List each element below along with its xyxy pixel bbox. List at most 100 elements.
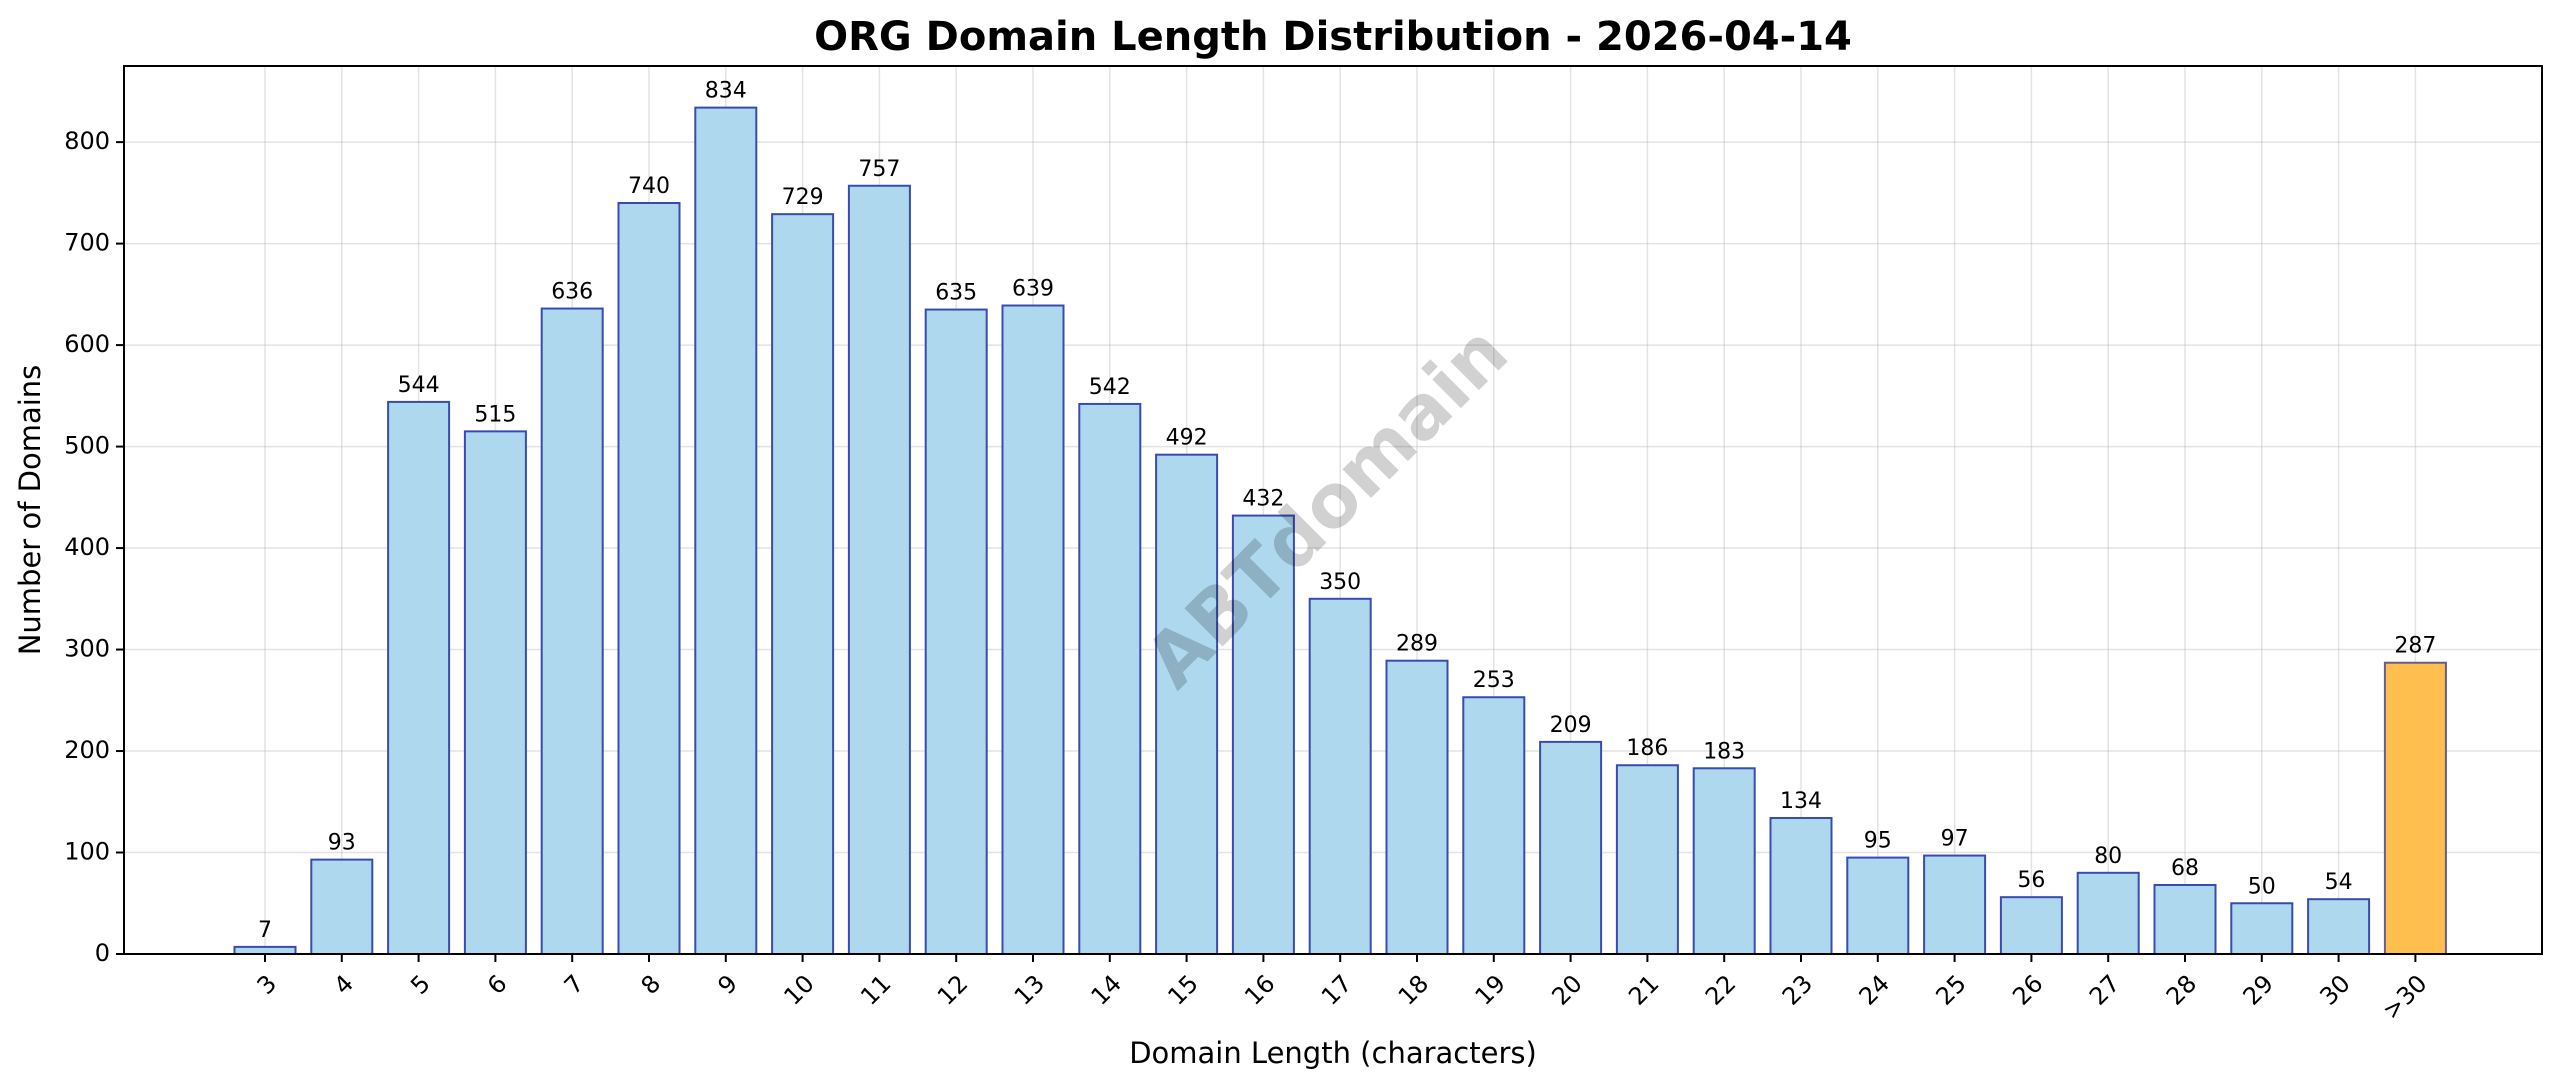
bar-3 — [233, 945, 297, 955]
bar-4 — [310, 858, 374, 955]
bars — [233, 106, 2447, 956]
data-label: 186 — [1626, 736, 1668, 761]
bar-6 — [463, 430, 527, 955]
x-axis-label: Domain Length (characters) — [1129, 1036, 1537, 1070]
x-tick-label: 21 — [1623, 969, 1664, 1010]
x-tick-label: 24 — [1854, 969, 1895, 1010]
x-tick-label: 3 — [252, 969, 283, 1000]
data-labels: 7 93 544 515 636 740 834 729 757 635 639 542 492 432 3… — [258, 79, 2436, 943]
data-label: 54 — [2325, 870, 2353, 895]
data-label: 834 — [705, 79, 747, 104]
data-label: 50 — [2248, 874, 2276, 899]
bar-24 — [1846, 856, 1910, 955]
y-tick-label: 100 — [64, 838, 110, 866]
data-label: 97 — [1941, 827, 1969, 852]
x-ticks: 3 4 5 6 7 8 9 10 11 12 13 14 15 16 17 18 19 20 21 22 23 24 25 2… — [252, 954, 2433, 1025]
bar-14 — [1078, 402, 1142, 955]
y-tick-label: 800 — [64, 127, 110, 155]
x-tick-label: 7 — [559, 969, 590, 1000]
y-tick-label: 500 — [64, 432, 110, 460]
x-tick-label: 12 — [932, 969, 973, 1010]
data-label: 757 — [858, 157, 900, 182]
x-tick-label: 4 — [328, 969, 359, 1000]
data-label: 209 — [1550, 713, 1592, 738]
data-label: 729 — [782, 185, 824, 210]
bar-15 — [1155, 453, 1219, 955]
bar-26 — [1999, 896, 2063, 956]
data-label: 432 — [1242, 487, 1284, 512]
y-tick-label: 700 — [64, 229, 110, 257]
x-tick-label: 8 — [636, 969, 667, 1000]
plot-frame — [123, 65, 2543, 955]
data-label: 740 — [628, 174, 670, 199]
x-tick-label: 28 — [2161, 969, 2202, 1010]
data-label: 93 — [328, 831, 356, 856]
bar-17 — [1308, 597, 1372, 955]
bar-19 — [1462, 696, 1526, 955]
y-tick-label: 400 — [64, 533, 110, 561]
y-axis-label: Number of Domains — [13, 365, 47, 656]
bar-5 — [387, 400, 451, 955]
bar-29 — [2230, 902, 2294, 955]
x-tick-label: 23 — [1777, 969, 1818, 1010]
y-tick-label: 200 — [64, 736, 110, 764]
data-label: 7 — [258, 918, 272, 943]
bar-13 — [1001, 304, 1065, 955]
x-tick-label: 16 — [1239, 969, 1280, 1010]
bar-30 — [2307, 898, 2371, 955]
x-tick-label: 18 — [1393, 969, 1434, 1010]
x-tick-label: 29 — [2238, 969, 2279, 1010]
data-label: 80 — [2094, 844, 2122, 869]
x-tick-label: 17 — [1316, 969, 1357, 1010]
data-label: 542 — [1089, 375, 1131, 400]
x-tick-label: 6 — [482, 969, 513, 1000]
x-tick-label: 26 — [2007, 969, 2048, 1010]
x-tick-label: 25 — [1930, 969, 1971, 1010]
x-tick-label: 5 — [405, 969, 436, 1000]
x-tick-label: 14 — [1086, 969, 1127, 1010]
data-label: 183 — [1703, 739, 1745, 764]
data-label: 287 — [2394, 634, 2436, 659]
bar-20 — [1539, 740, 1603, 955]
bar-18 — [1385, 659, 1449, 955]
y-tick-label: 0 — [95, 939, 110, 967]
x-tick-label: 27 — [2084, 969, 2125, 1010]
x-tick-label: 22 — [1700, 969, 1741, 1010]
bar-9 — [694, 106, 758, 956]
x-tick-label: >30 — [2377, 969, 2433, 1025]
data-label: 636 — [551, 280, 593, 305]
bar-12 — [924, 308, 988, 955]
bar-25 — [1923, 854, 1987, 955]
data-label: 56 — [2017, 868, 2045, 893]
x-tick-label: 10 — [778, 969, 819, 1010]
bar-27 — [2076, 871, 2140, 955]
y-tick-label: 300 — [64, 635, 110, 663]
y-ticks: 0 100 200 300 400 500 600 700 800 — [64, 127, 124, 967]
bar-23 — [1769, 817, 1833, 956]
x-tick-label: 20 — [1546, 969, 1587, 1010]
data-label: 515 — [474, 402, 516, 427]
x-tick-label: 19 — [1470, 969, 1511, 1010]
x-tick-label: 9 — [712, 969, 743, 1000]
data-label: 635 — [935, 281, 977, 306]
bar-21 — [1615, 764, 1679, 955]
x-tick-label: 11 — [855, 969, 896, 1010]
data-label: 95 — [1864, 829, 1892, 854]
chart-title: ORG Domain Length Distribution - 2026-04… — [814, 14, 1852, 60]
data-label: 134 — [1780, 789, 1822, 814]
bar-22 — [1692, 767, 1756, 955]
bar-16 — [1231, 514, 1295, 955]
bar-7 — [540, 307, 604, 955]
data-label: 350 — [1319, 570, 1361, 595]
y-tick-label: 600 — [64, 330, 110, 358]
data-label: 68 — [2171, 856, 2199, 881]
bar-11 — [847, 184, 911, 956]
x-tick-label: 15 — [1162, 969, 1203, 1010]
data-label: 639 — [1012, 277, 1054, 302]
data-label: 289 — [1396, 632, 1438, 657]
x-tick-label: 13 — [1009, 969, 1050, 1010]
data-label: 253 — [1473, 668, 1515, 693]
x-tick-label: 30 — [2314, 969, 2355, 1010]
bar-8 — [617, 202, 681, 955]
